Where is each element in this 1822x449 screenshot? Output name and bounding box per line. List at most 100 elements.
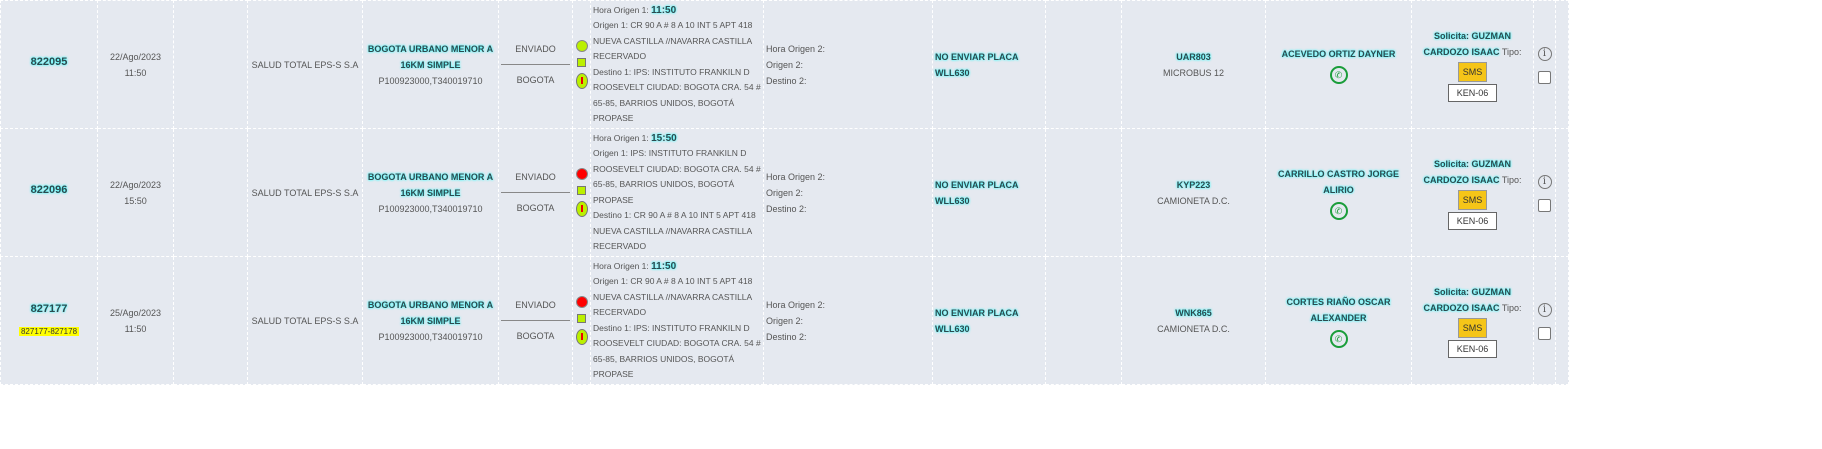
driver-cell: CARRILLO CASTRO JORGE ALIRIO ✆ [1265, 128, 1412, 257]
service-id[interactable]: 822096 [30, 183, 68, 196]
empty-cell [1555, 128, 1569, 257]
info-icon[interactable]: i [1537, 303, 1552, 317]
time: 15:50 [124, 195, 147, 206]
info-icon[interactable]: i [1537, 47, 1552, 61]
route2-cell: Hora Origen 2: Origen 2: Destino 2: [763, 128, 933, 257]
select-checkbox[interactable] [1538, 71, 1551, 84]
route1-cell: Hora Origen 1: 11:50 Origen 1: CR 90 A # … [590, 0, 764, 129]
origen2: Origen 2: [766, 315, 804, 326]
service-id[interactable]: 827177 [30, 303, 68, 315]
square-indicator-icon [577, 186, 586, 195]
square-indicator-icon [577, 58, 586, 67]
id-cell: 827177 827177-827178 [0, 256, 98, 385]
sms-badge[interactable]: SMS [1457, 317, 1488, 338]
client: SALUD TOTAL EPS-S S.A [251, 187, 359, 198]
status: ENVIADO [515, 44, 556, 54]
driver: CARRILLO CASTRO JORGE ALIRIO [1277, 168, 1399, 195]
note-cell: NO ENVIAR PLACA WLL630 [932, 128, 1046, 257]
id-cell: 822096 [0, 128, 98, 257]
empty-cell [173, 256, 248, 385]
info-icon[interactable]: i [1537, 175, 1552, 189]
service-type: BOGOTA URBANO MENOR A 16KM SIMPLE [367, 43, 494, 70]
solicita: Solicita: GUZMAN CARDOZO ISAAC [1423, 286, 1511, 313]
date: 25/Ago/2023 [109, 307, 162, 318]
empty-cell [1045, 128, 1122, 257]
time: 11:50 [124, 67, 147, 78]
driver-cell: CORTES RIAÑO OSCAR ALEXANDER ✆ [1265, 256, 1412, 385]
whatsapp-icon[interactable]: ✆ [1329, 65, 1348, 84]
route1-cell: Hora Origen 1: 15:50 Origen 1: IPS: INSTI… [590, 128, 764, 257]
indicators-cell [572, 256, 591, 385]
destino2: Destino 2: [766, 203, 807, 214]
hora-origen1-label: Hora Origen 1: [593, 132, 649, 143]
origen2: Origen 2: [766, 59, 804, 70]
vehicle-cell: KYP223 CAMIONETA D.C. [1121, 128, 1266, 257]
note-cell: NO ENVIAR PLACA WLL630 [932, 256, 1046, 385]
request-cell: Solicita: GUZMAN CARDOZO ISAAC Tipo: SMS K… [1411, 0, 1534, 129]
client: SALUD TOTAL EPS-S S.A [251, 59, 359, 70]
client-cell: SALUD TOTAL EPS-S S.A [247, 256, 363, 385]
sms-badge[interactable]: SMS [1457, 61, 1488, 82]
service-cell: BOGOTA URBANO MENOR A 16KM SIMPLE P100923… [362, 128, 499, 257]
alert-icon[interactable] [575, 329, 588, 345]
origen1: Origen 1: IPS: INSTITUTO FRANKILN D ROOS… [593, 148, 761, 205]
divider [501, 320, 570, 321]
destino2: Destino 2: [766, 331, 807, 342]
select-checkbox[interactable] [1538, 327, 1551, 340]
client-cell: SALUD TOTAL EPS-S S.A [247, 128, 363, 257]
route1-cell: Hora Origen 1: 11:50 Origen 1: CR 90 A # … [590, 256, 764, 385]
indicators-cell [572, 0, 591, 129]
hora-origen1: 15:50 [651, 132, 677, 144]
solicita: Solicita: GUZMAN CARDOZO ISAAC [1423, 30, 1511, 57]
status-cell: ENVIADO BOGOTA [498, 256, 573, 385]
hora-origen1-label: Hora Origen 1: [593, 260, 649, 271]
city: BOGOTA [516, 203, 555, 213]
id-cell: 822095 [0, 0, 98, 129]
time: 11:50 [124, 323, 147, 334]
actions-cell: i [1533, 128, 1556, 257]
service-id[interactable]: 822095 [30, 55, 68, 68]
destino1: Destino 1: CR 90 A # 8 A 10 INT 5 APT 41… [593, 210, 756, 251]
date: 22/Ago/2023 [109, 51, 162, 62]
hora-origen1: 11:50 [651, 4, 677, 16]
status-dot-icon [575, 40, 588, 52]
request-cell: Solicita: GUZMAN CARDOZO ISAAC Tipo: SMS K… [1411, 256, 1534, 385]
destino1: Destino 1: IPS: INSTITUTO FRANKILN D ROO… [593, 322, 761, 380]
city: BOGOTA [516, 75, 555, 85]
destino2: Destino 2: [766, 75, 807, 86]
empty-cell [1555, 0, 1569, 129]
hora-origen1-label: Hora Origen 1: [593, 4, 649, 15]
services-table: 822095 22/Ago/2023 11:50 SALUD TOTAL EPS-… [0, 0, 1569, 385]
service-type: BOGOTA URBANO MENOR A 16KM SIMPLE [367, 171, 494, 198]
whatsapp-icon[interactable]: ✆ [1329, 201, 1348, 220]
hora-origen2: Hora Origen 2: [766, 171, 826, 182]
ken-badge: KEN-06 [1447, 211, 1498, 230]
empty-cell [1045, 256, 1122, 385]
table-row: 822095 22/Ago/2023 11:50 SALUD TOTAL EPS-… [0, 0, 1569, 129]
ken-badge: KEN-06 [1447, 339, 1498, 358]
status-cell: ENVIADO BOGOTA [498, 128, 573, 257]
alert-icon[interactable] [575, 73, 588, 89]
alert-icon[interactable] [575, 201, 588, 217]
hora-origen1: 11:50 [651, 260, 677, 272]
select-checkbox[interactable] [1538, 199, 1551, 212]
square-indicator-icon [577, 314, 586, 323]
client: SALUD TOTAL EPS-S S.A [251, 315, 359, 326]
origen1: Origen 1: CR 90 A # 8 A 10 INT 5 APT 418… [593, 276, 753, 317]
status: ENVIADO [515, 172, 556, 182]
request-cell: Solicita: GUZMAN CARDOZO ISAAC Tipo: SMS K… [1411, 128, 1534, 257]
plate: WNK865 [1175, 307, 1212, 318]
note: NO ENVIAR PLACA WLL630 [935, 307, 1019, 334]
note-cell: NO ENVIAR PLACA WLL630 [932, 0, 1046, 129]
date-cell: 22/Ago/2023 11:50 [97, 0, 174, 129]
table-row: 827177 827177-827178 25/Ago/2023 11:50 SAL… [0, 256, 1569, 385]
service-codes: P100923000,T340019710 [378, 203, 483, 214]
service-type: BOGOTA URBANO MENOR A 16KM SIMPLE [367, 299, 494, 326]
vehicle: CAMIONETA D.C. [1157, 195, 1230, 206]
empty-cell [1045, 0, 1122, 129]
whatsapp-icon[interactable]: ✆ [1329, 329, 1348, 348]
service-cell: BOGOTA URBANO MENOR A 16KM SIMPLE P100923… [362, 0, 499, 129]
driver: ACEVEDO ORTIZ DAYNER [1281, 48, 1396, 59]
linked-ids: 827177-827178 [18, 327, 80, 336]
sms-badge[interactable]: SMS [1457, 189, 1488, 210]
